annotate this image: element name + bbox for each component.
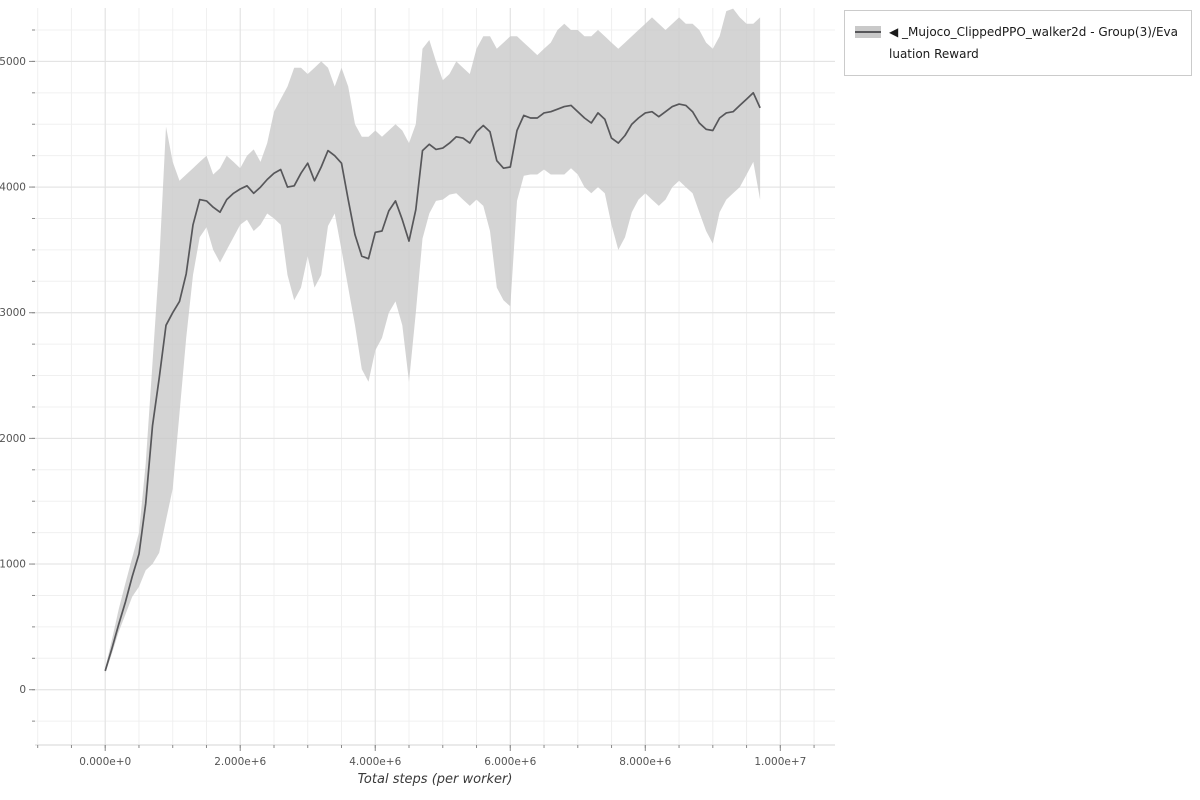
reward-mean-line	[104, 91, 761, 672]
y-tick-label: 2000	[0, 433, 26, 445]
x-tick-label: 4.000e+6	[349, 756, 401, 768]
legend-item-label: ◀ _Mujoco_ClippedPPO_walker2d - Group(3)…	[889, 25, 1178, 62]
y-tick-label: 4000	[0, 182, 26, 194]
x-tick-label: 6.000e+6	[484, 756, 536, 768]
x-tick-label: 2.000e+6	[214, 756, 266, 768]
x-axis-title: Total steps (per worker)	[357, 772, 513, 787]
x-tick-label: 8.000e+6	[619, 756, 671, 768]
legend-band-swatch-icon	[855, 26, 881, 38]
x-tick-label: 0.000e+0	[79, 756, 131, 768]
y-tick-label: 0	[19, 684, 26, 696]
y-tick-label: 1000	[0, 559, 26, 571]
reward-band	[105, 8, 761, 674]
legend[interactable]: ◀ _Mujoco_ClippedPPO_walker2d - Group(3)…	[844, 10, 1192, 77]
x-tick-label: 1.000e+7	[754, 756, 806, 768]
y-tick-label: 5000	[0, 56, 26, 68]
y-tick-label: 3000	[0, 307, 26, 319]
